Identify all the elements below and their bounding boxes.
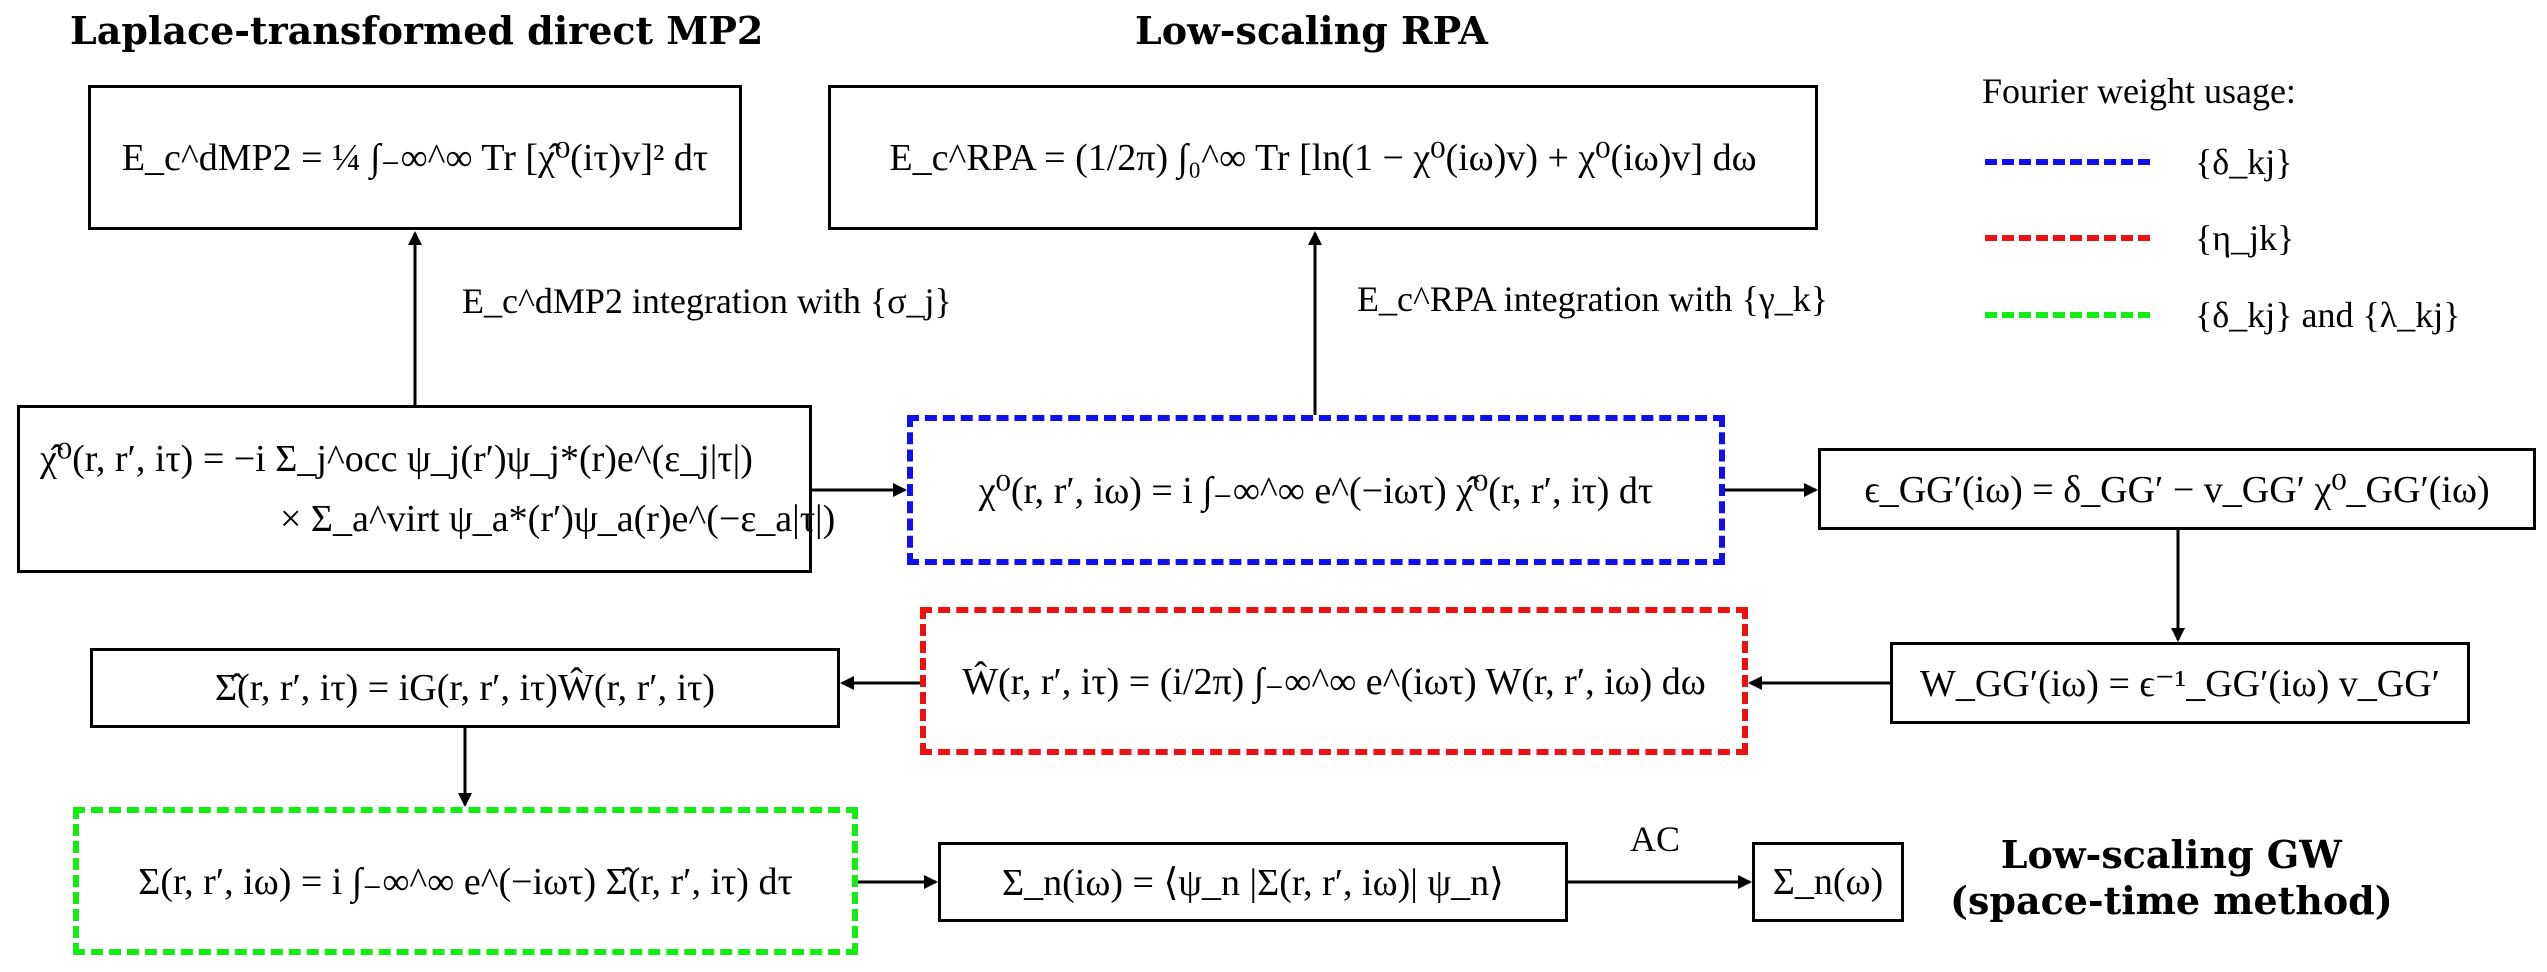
sigma-tau-box: Σ̂(r, r′, iτ) = iG(r, r′, iτ)Ŵ(r, r′, iτ…: [90, 648, 840, 728]
sigma-n-omega-box: Σ_n(ω): [1752, 842, 1904, 922]
rpa-energy-formula: E_c^RPA = (1/2π) ∫₀^∞ Tr [ln(1 − χ⁰(iω)v…: [889, 137, 1757, 179]
gw-title-line2: (space-time method): [1950, 878, 2393, 923]
legend-text-green: {δ_kj} and {λ_kj}: [2195, 295, 2461, 335]
chi-omega-formula: χ⁰(r, r′, iω) = i ∫₋∞^∞ e^(−iωτ) χ̂⁰(r, …: [978, 469, 1654, 512]
ac-label: AC: [1630, 819, 1681, 859]
legend-text-red: {η_jk}: [2195, 218, 2295, 258]
legend-title: Fourier weight usage:: [1982, 71, 2296, 111]
w-tau-formula: Ŵ(r, r′, iτ) = (i/2π) ∫₋∞^∞ e^(iωτ) W(r,…: [962, 660, 1706, 703]
legend-line-red: [1985, 235, 2150, 241]
chi-omega-box: χ⁰(r, r′, iω) = i ∫₋∞^∞ e^(−iωτ) χ̂⁰(r, …: [907, 415, 1725, 565]
mp2-title: Laplace-transformed direct MP2: [70, 8, 764, 53]
chi-tau-formula-line1: χ̂⁰(r, r′, iτ) = −i Σ_j^occ ψ_j(r′)ψ_j*(…: [40, 438, 753, 480]
w-tau-box: Ŵ(r, r′, iτ) = (i/2π) ∫₋∞^∞ e^(iωτ) W(r,…: [920, 607, 1748, 755]
rpa-title: Low-scaling RPA: [1135, 8, 1488, 53]
legend-item-blue: {δ_kj}: [1985, 142, 2293, 182]
rpa-integration-label: E_c^RPA integration with {γ_k}: [1357, 279, 1829, 319]
legend-item-red: {η_jk}: [1985, 218, 2294, 258]
rpa-energy-box: E_c^RPA = (1/2π) ∫₀^∞ Tr [ln(1 − χ⁰(iω)v…: [828, 85, 1818, 230]
sigma-omega-formula: Σ(r, r′, iω) = i ∫₋∞^∞ e^(−iωτ) Σ̂(r, r′…: [138, 860, 793, 903]
w-omega-box: W_GG′(iω) = ϵ⁻¹_GG′(iω) v_GG′: [1890, 642, 2470, 724]
chi-tau-box: χ̂⁰(r, r′, iτ) = −i Σ_j^occ ψ_j(r′)ψ_j*(…: [17, 405, 835, 573]
mp2-energy-formula: E_c^dMP2 = ¼ ∫₋∞^∞ Tr [χ̂⁰(iτ)v]² dτ: [121, 137, 709, 179]
w-omega-formula: W_GG′(iω) = ϵ⁻¹_GG′(iω) v_GG′: [1920, 662, 2440, 705]
legend-line-green: [1985, 312, 2150, 318]
epsilon-box: ϵ_GG′(iω) = δ_GG′ − v_GG′ χ⁰_GG′(iω): [1818, 448, 2536, 530]
chi-tau-formula-line2: × Σ_a^virt ψ_a*(r′)ψ_a(r)e^(−ε_a|τ|): [280, 498, 836, 540]
sigma-tau-formula: Σ̂(r, r′, iτ) = iG(r, r′, iτ)Ŵ(r, r′, iτ…: [214, 667, 716, 709]
legend-text-blue: {δ_kj}: [2195, 142, 2293, 182]
mp2-integration-label: E_c^dMP2 integration with {σ_j}: [462, 281, 952, 321]
mp2-energy-box: E_c^dMP2 = ¼ ∫₋∞^∞ Tr [χ̂⁰(iτ)v]² dτ: [88, 85, 742, 230]
legend-item-green: {δ_kj} and {λ_kj}: [1985, 295, 2461, 335]
epsilon-formula: ϵ_GG′(iω) = δ_GG′ − v_GG′ χ⁰_GG′(iω): [1864, 468, 2490, 511]
legend-line-blue: [1985, 159, 2150, 165]
sigma-omega-box: Σ(r, r′, iω) = i ∫₋∞^∞ e^(−iωτ) Σ̂(r, r′…: [73, 807, 858, 955]
gw-title-line1: Low-scaling GW: [2000, 832, 2342, 877]
sigma-n-omega-formula: Σ_n(ω): [1772, 861, 1884, 903]
sigma-n-iomega-box: Σ_n(iω) = ⟨ψ_n |Σ(r, r′, iω)| ψ_n⟩: [938, 842, 1568, 922]
sigma-n-iomega-formula: Σ_n(iω) = ⟨ψ_n |Σ(r, r′, iω)| ψ_n⟩: [1002, 861, 1504, 904]
gw-title: Low-scaling GW (space-time method): [1950, 832, 2393, 924]
